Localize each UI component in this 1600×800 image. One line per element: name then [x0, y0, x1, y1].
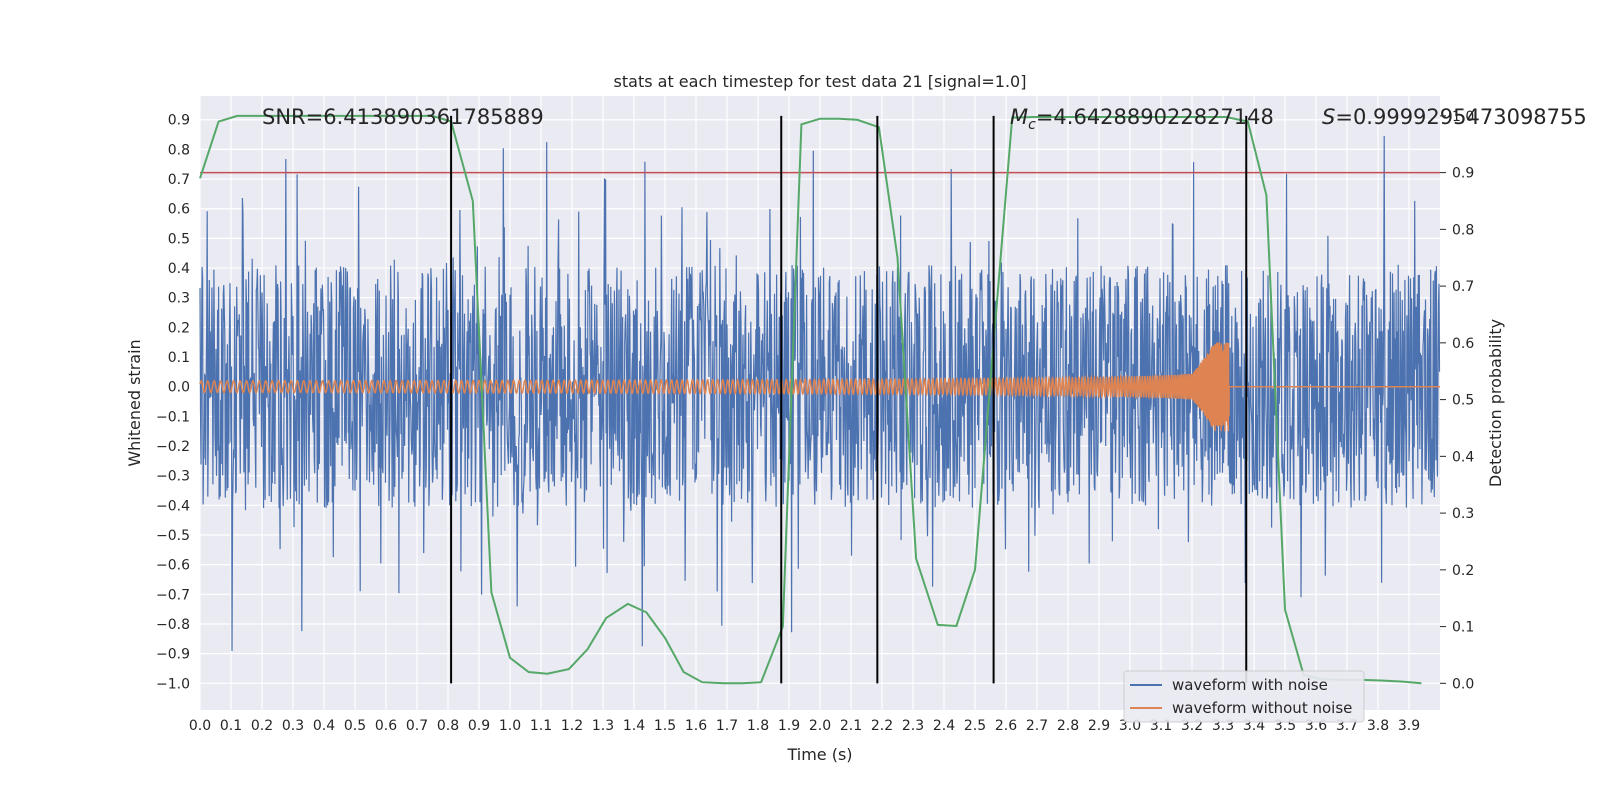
x-tick-label: 1.6	[685, 718, 707, 734]
chirp-mass-symbol: M	[1010, 105, 1028, 129]
legend: waveform with noise waveform without noi…	[1123, 670, 1365, 723]
y-axis-label: Whitened strain	[125, 339, 144, 466]
x-tick-label: 2.7	[1026, 718, 1048, 734]
x-tick-label: 1.9	[778, 718, 800, 734]
s-annotation: S=0.9999295473098755	[1322, 105, 1587, 129]
y-tick-label: −1.0	[156, 676, 190, 692]
y-tick-label: −0.4	[156, 498, 190, 514]
x-tick-label: 3.8	[1367, 718, 1389, 734]
y2-tick-label: 0.3	[1452, 506, 1474, 522]
chirp-mass-value: =4.642889022827148	[1036, 105, 1274, 129]
x-tick-label: 2.0	[809, 718, 831, 734]
legend-label-clean: waveform without noise	[1172, 699, 1352, 717]
x-tick-label: 2.2	[871, 718, 893, 734]
x-tick-label: 0.2	[251, 718, 273, 734]
y-tick-label: 0.4	[168, 261, 190, 277]
y2-tick-label: 0.0	[1452, 676, 1474, 692]
y-tick-label: 0.1	[168, 350, 190, 366]
s-symbol: S	[1322, 105, 1335, 129]
x-tick-label: 2.8	[1057, 718, 1079, 734]
y2-tick-label: 0.8	[1452, 222, 1474, 238]
y2-tick-label: 0.9	[1452, 166, 1474, 182]
x-tick-label: 2.5	[964, 718, 986, 734]
y-tick-label: −0.1	[156, 409, 190, 425]
x-tick-label: 1.0	[499, 718, 521, 734]
x-tick-label: 1.5	[654, 718, 676, 734]
y-tick-label: 0.0	[168, 380, 190, 396]
legend-box	[1123, 670, 1365, 723]
x-tick-label: 1.1	[530, 718, 552, 734]
x-tick-label: 2.9	[1088, 718, 1110, 734]
y2-tick-label: 0.1	[1452, 620, 1474, 636]
series-waveform-without-noise	[199, 342, 1440, 432]
y-tick-label: −0.2	[156, 439, 190, 455]
y-tick-label: 0.3	[168, 291, 190, 307]
legend-label-noise: waveform with noise	[1172, 676, 1328, 694]
x-tick-label: 0.9	[468, 718, 490, 734]
x-tick-label: 1.4	[623, 718, 645, 734]
y-tick-label: −0.3	[156, 469, 190, 485]
x-tick-label: 1.2	[561, 718, 583, 734]
y-tick-label: −0.5	[156, 528, 190, 544]
x-tick-label: 0.7	[406, 718, 428, 734]
series-waveform-with-noise	[199, 135, 1441, 652]
y-tick-label: −0.8	[156, 617, 190, 633]
y2-tick-labels: 1.0 0.9 0.8 0.7 0.6 0.5 0.4 0.3 0.2 0.1 0.0	[1440, 109, 1474, 692]
x-tick-label: 0.4	[313, 718, 335, 734]
x-tick-label: 0.3	[282, 718, 304, 734]
s-value: =0.9999295473098755	[1335, 105, 1586, 129]
x-tick-label: 0.1	[220, 718, 242, 734]
y-tick-label: 0.9	[168, 113, 190, 129]
x-tick-label: 2.6	[995, 718, 1017, 734]
event-markers	[450, 115, 1248, 684]
x-tick-label: 2.1	[840, 718, 862, 734]
x-tick-label: 0.5	[344, 718, 366, 734]
snr-annotation: SNR=6.413890361785889	[262, 105, 544, 129]
y-tick-label: 0.2	[168, 320, 190, 336]
y2-tick-label: 1.0	[1452, 109, 1474, 125]
plot-area	[199, 114, 1441, 685]
y2-tick-label: 0.4	[1452, 449, 1474, 465]
y-tick-label: 0.6	[168, 202, 190, 218]
y2-tick-label: 0.7	[1452, 279, 1474, 295]
x-tick-label: 1.7	[716, 718, 738, 734]
y2-tick-label: 0.6	[1452, 336, 1474, 352]
chirp-mass-subscript: c	[1028, 117, 1036, 133]
x-tick-label: 3.9	[1398, 718, 1420, 734]
y-tick-label: 0.5	[168, 231, 190, 247]
y2-tick-label: 0.2	[1452, 563, 1474, 579]
x-tick-label: 1.3	[592, 718, 614, 734]
y-tick-label: 0.7	[168, 172, 190, 188]
y-tick-label: −0.6	[156, 558, 190, 574]
chirp-mass-annotation: Mc=4.642889022827148	[1010, 105, 1274, 133]
y2-tick-label: 0.5	[1452, 393, 1474, 409]
series-detection-probability	[199, 114, 1422, 685]
y-tick-label: 0.8	[168, 142, 190, 158]
x-tick-label: 0.8	[437, 718, 459, 734]
chart-title: stats at each timestep for test data 21 …	[614, 72, 1027, 91]
x-tick-label: 0.6	[375, 718, 397, 734]
x-tick-label: 0.0	[189, 718, 211, 734]
y-tick-label: −0.9	[156, 647, 190, 663]
x-tick-label: 1.8	[747, 718, 769, 734]
y2-axis-label: Detection probability	[1486, 319, 1505, 487]
y-tick-label: −0.7	[156, 587, 190, 603]
y-tick-labels: 0.9 0.8 0.7 0.6 0.5 0.4 0.3 0.2 0.1 0.0 −0.1 −0.2 −0…	[156, 113, 190, 693]
x-axis-label: Time (s)	[786, 745, 852, 764]
x-tick-label: 2.4	[933, 718, 955, 734]
x-tick-label: 2.3	[902, 718, 924, 734]
